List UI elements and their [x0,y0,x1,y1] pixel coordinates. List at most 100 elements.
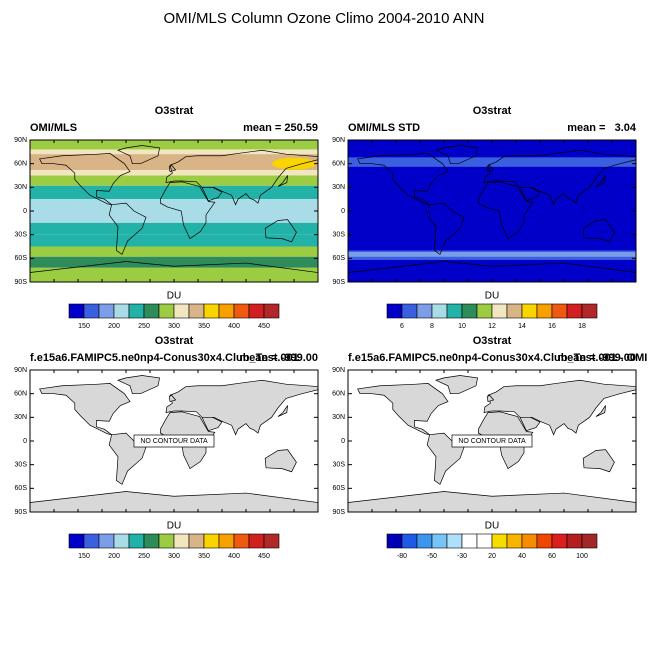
colorbar-box [521,303,538,319]
right-string: mean = -999.00 [239,352,318,364]
contour-band [30,185,318,200]
lat-label: 0 [341,438,345,445]
coastline [478,181,534,240]
contour-band [30,140,318,150]
left-string: OMI/MLS STD [348,122,420,134]
coastline [201,186,223,202]
lat-label: 30N [14,414,27,421]
colorbar-box [203,303,220,319]
colorbar-tick-label: 350 [198,553,210,560]
panel-title: O3strat [473,105,512,117]
lat-label: 60S [333,485,346,492]
coastline [483,149,637,206]
contour-band [272,157,316,170]
lat-label: 90N [14,367,27,374]
colorbar-box [98,533,115,549]
coastline [201,416,223,432]
colorbar-box [566,533,583,549]
lat-label: 90S [15,509,28,516]
left-string: OMI/MLS [30,122,77,134]
colorbar-tick-label: 450 [258,323,270,330]
lat-label: 60N [332,391,345,398]
colorbar-tick-label: 20 [488,553,496,560]
colorbar-box [263,303,280,319]
colorbar-box [491,303,508,319]
colorbar-tick-label: 18 [578,323,586,330]
colorbar-box [446,533,463,549]
colorbar-label: DU [167,291,181,302]
colorbar-box [506,533,523,549]
coastline [39,153,131,206]
colorbar-tick-label: 200 [108,553,120,560]
colorbar-box [248,533,265,549]
lat-label: 30S [15,462,28,469]
lat-label: 60N [14,391,27,398]
colorbar-box [188,533,205,549]
colorbar-tick-label: 200 [108,323,120,330]
coastline [160,181,216,240]
contour-band [348,157,636,167]
colorbar-box [83,303,100,319]
colorbar-box [416,533,433,549]
colorbar-box [263,533,280,549]
coastline [435,145,479,165]
colorbar-tick-label: 40 [518,553,526,560]
coastline [117,145,161,165]
colorbar-box [113,303,130,319]
lat-label: 0 [23,438,27,445]
lat-label: 90N [332,367,345,374]
contour-band [30,256,318,268]
notice-box [451,434,533,448]
contour-band [30,246,318,257]
coastline [357,153,449,206]
contour-band [30,199,318,223]
coastline [357,383,449,436]
colorbar-box [386,303,403,319]
lat-label: 30N [14,184,27,191]
coastline [486,164,495,172]
colorbar-label: DU [167,521,181,532]
coastline [277,405,288,417]
panel-title: O3strat [473,335,512,347]
notice: NO CONTOUR DATA [140,438,208,445]
colorbar-tick-label: 100 [576,553,588,560]
colorbar-box [68,533,85,549]
coastline [595,405,606,417]
colorbar-box [143,303,160,319]
colorbar-box [536,533,553,549]
colorbar-tick-label: 6 [400,323,404,330]
lat-label: 90S [15,279,28,286]
colorbar-tick-label: -50 [427,553,437,560]
colorbar-box [158,303,175,319]
lat-label: 30S [333,232,346,239]
right-string: mean = -999.00 [557,352,636,364]
colorbar-box [68,303,85,319]
lat-label: 30S [15,232,28,239]
colorbar-box [476,303,493,319]
coastline [168,394,177,402]
lat-label: 90N [14,137,27,144]
colorbar-box [248,303,265,319]
colorbar-tick-label: 300 [168,323,180,330]
colorbar-box [143,533,160,549]
colorbar-tick-label: 12 [488,323,496,330]
colorbar-box [98,303,115,319]
colorbar-box [218,533,235,549]
right-string: mean = 3.04 [567,122,637,134]
colorbar-box [536,303,553,319]
colorbar-box [401,303,418,319]
lat-label: 60N [332,161,345,168]
colorbar-box [416,303,433,319]
colorbar-box [581,303,598,319]
lat-label: 30N [332,184,345,191]
panel-title: O3strat [155,335,194,347]
colorbar-box [386,533,403,549]
left-string: f.e15a6.FAMIPC5.ne0np4-Conus30x4.Club_Te… [30,352,299,364]
colorbar-box [233,303,250,319]
colorbar-tick-label: 8 [430,323,434,330]
colorbar-box [431,303,448,319]
colorbar-tick-label: 400 [228,323,240,330]
coastline [435,375,479,395]
lat-label: 30S [333,462,346,469]
colorbar-tick-label: -30 [457,553,467,560]
